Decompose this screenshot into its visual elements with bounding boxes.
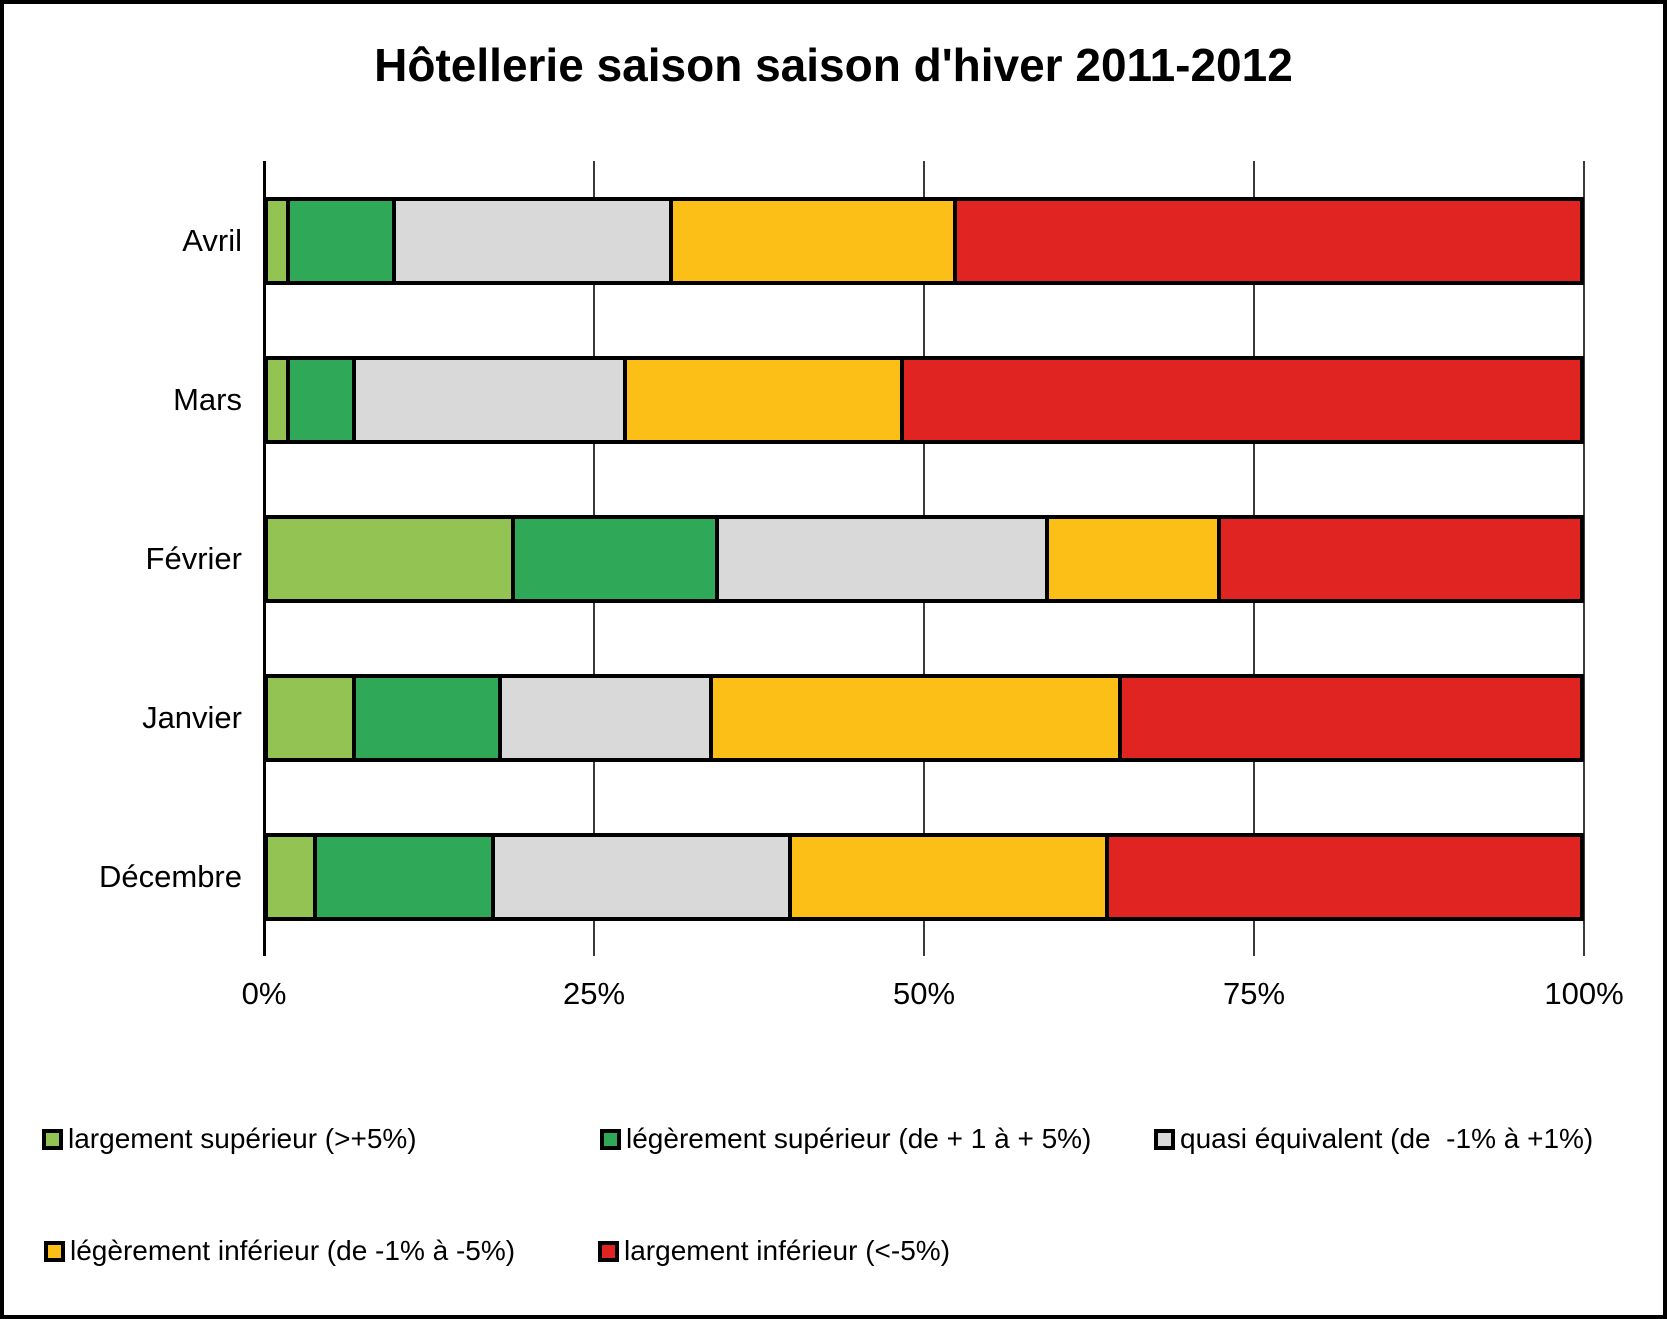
bar-mars — [264, 355, 1584, 444]
legend-item-legerement-superieur: légèrement supérieur (de + 1 à + 5%) — [600, 1122, 1091, 1156]
legend-item-largement-superieur: largement supérieur (>+5%) — [42, 1122, 417, 1156]
legend-label-largement-inferieur: largement inférieur (<-5%) — [624, 1235, 951, 1266]
category-label-février: Février — [145, 540, 242, 576]
legend-label-legerement-superieur: légèrement supérieur (de + 1 à + 5%) — [626, 1123, 1092, 1154]
segment-avril-series-3 — [673, 196, 957, 285]
segment-décembre-series-3 — [791, 832, 1109, 921]
segment-décembre-series-4 — [1108, 832, 1584, 921]
category-label-décembre: Décembre — [99, 858, 242, 894]
segment-avril-series-0 — [264, 196, 291, 285]
segment-janvier-series-2 — [501, 673, 713, 762]
segment-février-series-4 — [1220, 514, 1584, 603]
legend-marker-legerement-superieur — [600, 1128, 621, 1150]
x-tick-label-75: 75% — [1222, 976, 1286, 1011]
legend-item-largement-inferieur: largement inférieur (<-5%) — [598, 1234, 950, 1268]
x-tick-label-100: 100% — [1544, 976, 1624, 1011]
segment-janvier-series-4 — [1121, 673, 1584, 762]
segment-février-series-3 — [1049, 514, 1221, 603]
category-label-mars: Mars — [173, 381, 242, 417]
chart-title: Hôtellerie saison saison d'hiver 2011-20… — [374, 39, 1293, 91]
segment-janvier-series-3 — [712, 673, 1122, 762]
category-label-avril: Avril — [182, 222, 242, 258]
legend-label-quasi-equivalent: quasi équivalent (de -1% à +1%) — [1180, 1123, 1594, 1154]
segment-mars-series-1 — [290, 355, 357, 444]
legend-label-largement-superieur: largement supérieur (>+5%) — [68, 1123, 417, 1154]
bar-janvier — [264, 673, 1584, 762]
legend-label-legerement-inferieur: légèrement inférieur (de -1% à -5%) — [70, 1235, 516, 1266]
legend-marker-largement-inferieur — [598, 1240, 619, 1262]
legend-item-legerement-inferieur: légèrement inférieur (de -1% à -5%) — [44, 1234, 515, 1268]
category-label-janvier: Janvier — [142, 699, 242, 735]
legend-marker-largement-superieur — [42, 1128, 63, 1150]
segment-décembre-series-2 — [494, 832, 792, 921]
x-tick-label-25: 25% — [562, 976, 626, 1011]
plot-area — [263, 161, 1585, 956]
segment-mars-series-2 — [356, 355, 627, 444]
segment-janvier-series-0 — [264, 673, 357, 762]
legend-marker-quasi-equivalent — [1154, 1128, 1175, 1150]
x-tick-label-50: 50% — [892, 976, 956, 1011]
x-tick-label-0: 0% — [241, 976, 287, 1011]
segment-mars-series-3 — [626, 355, 905, 444]
bar-avril — [264, 196, 1584, 285]
segment-février-series-0 — [264, 514, 515, 603]
segment-janvier-series-1 — [356, 673, 502, 762]
segment-février-series-1 — [514, 514, 720, 603]
segment-avril-series-4 — [956, 196, 1584, 285]
bar-février — [264, 514, 1584, 603]
segment-décembre-series-0 — [264, 832, 317, 921]
segment-mars-series-0 — [264, 355, 291, 444]
segment-avril-series-2 — [395, 196, 674, 285]
segment-mars-series-4 — [904, 355, 1584, 444]
legend-marker-legerement-inferieur — [44, 1240, 65, 1262]
segment-avril-series-1 — [290, 196, 396, 285]
legend-item-quasi-equivalent: quasi équivalent (de -1% à +1%) — [1154, 1122, 1593, 1156]
gridline-100 — [1583, 161, 1585, 956]
segment-décembre-series-1 — [316, 832, 495, 921]
segment-février-series-2 — [719, 514, 1050, 603]
bar-décembre — [264, 832, 1584, 921]
